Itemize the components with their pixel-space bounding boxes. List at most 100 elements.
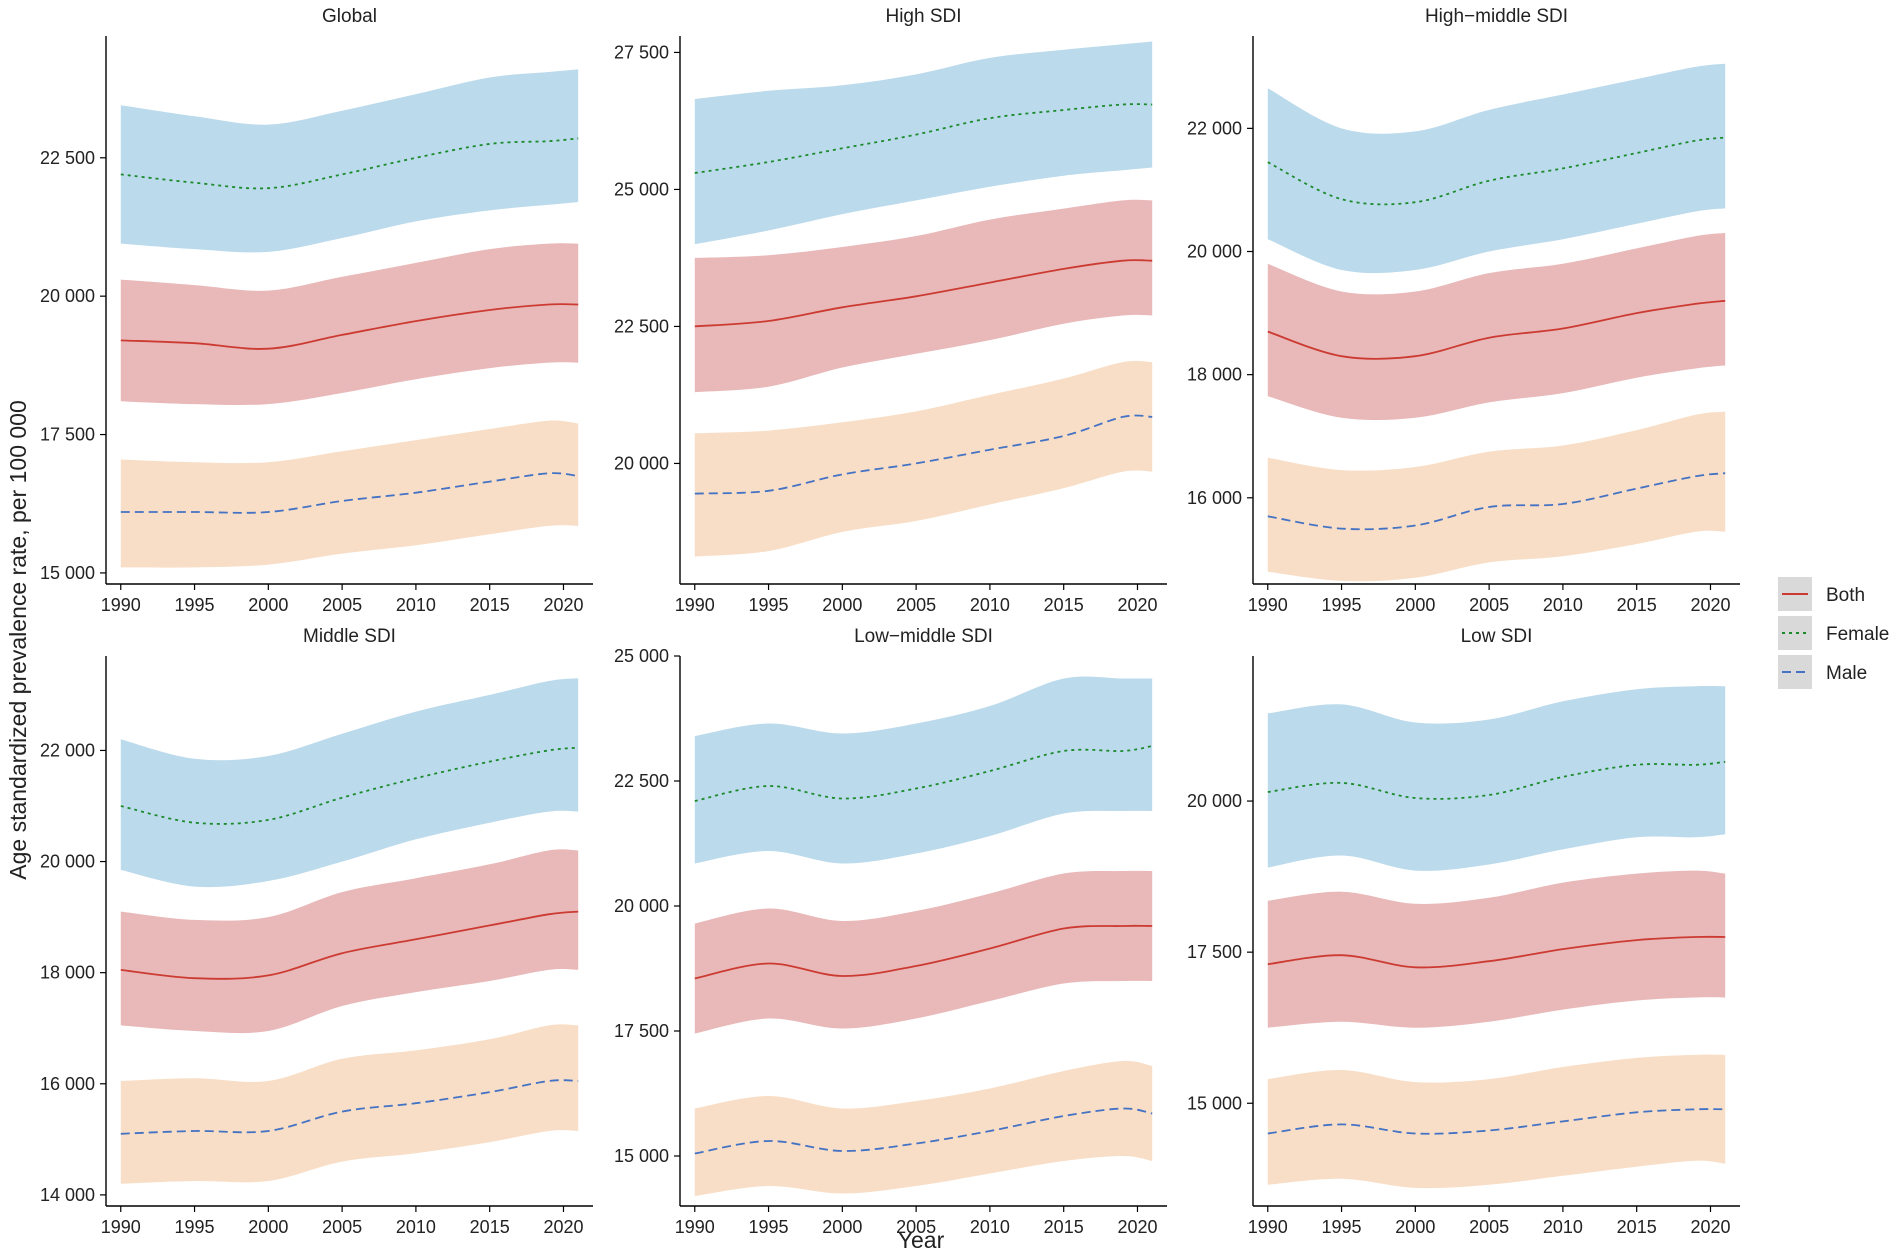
y-tick-label: 16 000 (40, 1074, 95, 1094)
x-tick-label: 2020 (1690, 595, 1730, 615)
panel-title: Middle SDI (303, 626, 396, 647)
band-male (120, 1024, 579, 1184)
x-tick-label: 2010 (970, 1217, 1010, 1237)
x-tick-label: 1995 (175, 1217, 215, 1237)
x-tick-label: 2005 (1469, 1217, 1509, 1237)
x-tick-label: 2010 (1543, 1217, 1583, 1237)
x-tick-label: 2020 (1117, 1217, 1157, 1237)
band-both (694, 199, 1153, 393)
y-tick-label: 20 000 (614, 453, 669, 473)
series-line-female (694, 103, 1153, 174)
panel-title: Low SDI (1461, 626, 1533, 647)
x-tick-label: 2000 (248, 595, 288, 615)
x-tick-label: 2020 (1117, 595, 1157, 615)
x-tick-label: 2000 (248, 1217, 288, 1237)
y-tick-label: 20 000 (40, 852, 95, 872)
x-tick-label: 1990 (675, 1217, 715, 1237)
y-tick-label: 15 000 (614, 1146, 669, 1166)
band-female (1267, 685, 1726, 871)
x-tick-label: 2000 (822, 595, 862, 615)
x-tick-label: 2000 (1395, 595, 1435, 615)
y-tick-label: 17 500 (614, 1021, 669, 1041)
y-tick-label: 20 000 (40, 286, 95, 306)
series-line-female (120, 746, 579, 825)
band-female (694, 676, 1153, 864)
y-tick-label: 17 500 (1187, 942, 1242, 962)
y-tick-label: 15 000 (40, 563, 95, 583)
y-tick-label: 22 000 (40, 740, 95, 760)
series-line-female (120, 137, 579, 190)
x-tick-label: 2005 (896, 1217, 936, 1237)
x-tick-label: 1990 (101, 595, 141, 615)
y-tick-label: 20 000 (614, 896, 669, 916)
y-tick-label: 22 500 (614, 771, 669, 791)
panel-1: 20 000 22 500 25 000 27 500 1990 1995 2000 2005… (614, 6, 1167, 615)
panel-4: 15 000 17 500 20 000 22 500 25 000 1990 1995 20… (614, 626, 1167, 1237)
x-tick-label: 1995 (749, 595, 789, 615)
series-line-male (120, 1079, 579, 1135)
x-tick-label: 2015 (1044, 595, 1084, 615)
panel-2: 16 000 18 000 20 000 22 000 1990 1995 2000 2005… (1187, 6, 1740, 615)
x-tick-label: 2000 (822, 1217, 862, 1237)
x-tick-label: 2015 (1044, 1217, 1084, 1237)
x-tick-label: 2015 (470, 1217, 510, 1237)
y-tick-label: 22 500 (40, 148, 95, 168)
series-line-both (1267, 935, 1726, 969)
band-both (1267, 233, 1726, 421)
x-tick-label: 1995 (175, 595, 215, 615)
x-tick-label: 1990 (675, 595, 715, 615)
x-tick-label: 1990 (101, 1217, 141, 1237)
series-line-both (694, 259, 1153, 328)
y-tick-label: 20 000 (1187, 791, 1242, 811)
y-tick-label: 15 000 (1187, 1093, 1242, 1113)
x-tick-label: 2005 (322, 1217, 362, 1237)
x-tick-label: 2005 (896, 595, 936, 615)
x-tick-label: 2010 (970, 595, 1010, 615)
x-tick-label: 2005 (1469, 595, 1509, 615)
x-tick-label: 2015 (470, 595, 510, 615)
series-line-male (120, 472, 579, 514)
series-line-male (694, 414, 1153, 495)
y-tick-label: 16 000 (1187, 488, 1242, 508)
band-male (694, 360, 1153, 557)
x-axis-title: Year (898, 1227, 945, 1253)
panel-title: Low−middle SDI (854, 626, 993, 647)
series-line-both (694, 924, 1153, 980)
y-tick-label: 27 500 (614, 42, 669, 62)
series-line-both (120, 303, 579, 350)
x-tick-label: 2005 (322, 595, 362, 615)
band-both (120, 849, 579, 1034)
x-tick-label: 2015 (1617, 1217, 1657, 1237)
series-line-male (1267, 1108, 1726, 1135)
panel-title: Global (322, 6, 377, 27)
band-both (1267, 870, 1726, 1028)
series-line-male (694, 1107, 1153, 1155)
x-tick-label: 2000 (1395, 1217, 1435, 1237)
y-tick-label: 14 000 (40, 1185, 95, 1205)
x-tick-label: 2010 (396, 1217, 436, 1237)
panels: 15 000 17 500 20 000 22 500 1990 1995 2000 2005… (40, 6, 1740, 1237)
band-female (120, 678, 579, 888)
y-tick-label: 17 500 (40, 425, 95, 445)
series-line-male (1267, 472, 1726, 531)
band-male (1267, 411, 1726, 582)
band-female (1267, 63, 1726, 274)
x-tick-label: 2010 (1543, 595, 1583, 615)
series-line-both (120, 910, 579, 980)
band-male (694, 1060, 1153, 1196)
panel-0: 15 000 17 500 20 000 22 500 1990 1995 2000 2005… (40, 6, 593, 615)
band-female (120, 69, 579, 253)
y-axis-title: Age standardized prevalence rate, per 10… (5, 400, 31, 880)
x-tick-label: 2010 (396, 595, 436, 615)
band-male (1267, 1054, 1726, 1189)
y-tick-label: 18 000 (1187, 365, 1242, 385)
panel-title: High−middle SDI (1425, 6, 1568, 27)
band-both (120, 243, 579, 406)
series-line-both (1267, 299, 1726, 360)
legend-label-both: Both (1826, 585, 1865, 606)
x-tick-label: 2020 (543, 595, 583, 615)
band-male (120, 420, 579, 568)
legend-label-female: Female (1826, 624, 1889, 645)
y-tick-label: 25 000 (614, 179, 669, 199)
